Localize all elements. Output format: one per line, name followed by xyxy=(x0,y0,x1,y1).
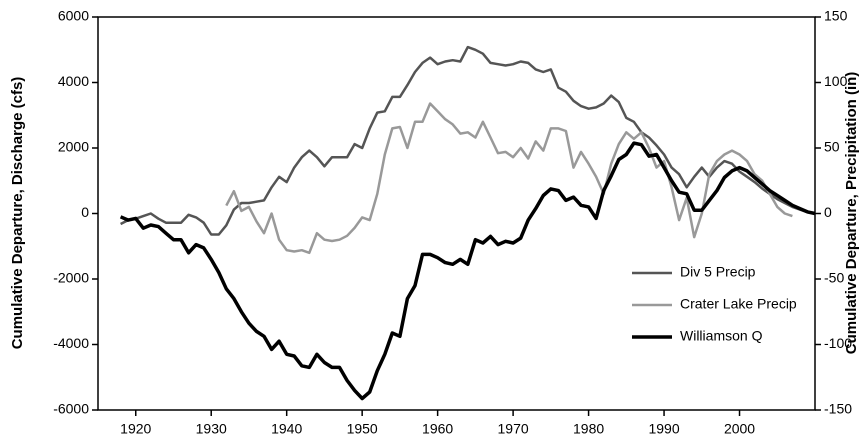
y-tick-label: 4000 xyxy=(58,73,89,89)
y2-tick-label: -150 xyxy=(824,401,852,417)
y2-tick-label: 0 xyxy=(824,204,832,220)
y2-axis-label: Cumulative Departure, Precipitation (in) xyxy=(843,72,860,355)
x-tick-label: 1990 xyxy=(648,421,679,437)
y-tick-label: -2000 xyxy=(53,270,89,286)
y2-tick-label: -100 xyxy=(824,335,852,351)
x-tick-label: 1940 xyxy=(271,421,302,437)
y-axis-label: Cumulative Departure, Discharge (cfs) xyxy=(9,77,26,350)
y2-tick-label: -50 xyxy=(824,270,844,286)
x-tick-label: 1920 xyxy=(120,421,151,437)
x-tick-label: 1980 xyxy=(573,421,604,437)
y-tick-label: 6000 xyxy=(58,8,89,24)
series-line xyxy=(225,102,793,255)
y-tick-label: 2000 xyxy=(58,139,89,155)
legend-label: Div 5 Precip xyxy=(680,264,756,280)
series-line xyxy=(119,141,816,401)
y2-tick-label: 50 xyxy=(824,139,840,155)
x-tick-label: 1970 xyxy=(498,421,529,437)
series-line xyxy=(120,45,816,236)
y-tick-label: -4000 xyxy=(53,335,89,351)
x-tick-label: 2000 xyxy=(724,421,755,437)
y-tick-label: -6000 xyxy=(53,401,89,417)
y2-tick-label: 150 xyxy=(824,8,848,24)
legend-label: Williamson Q xyxy=(680,328,763,344)
legend-label: Crater Lake Precip xyxy=(680,296,797,312)
x-tick-label: 1960 xyxy=(422,421,453,437)
y-tick-label: 0 xyxy=(81,204,89,220)
y2-tick-label: 100 xyxy=(824,73,848,89)
plot-frame xyxy=(97,16,816,411)
x-tick-label: 1950 xyxy=(347,421,378,437)
x-tick-label: 1930 xyxy=(196,421,227,437)
